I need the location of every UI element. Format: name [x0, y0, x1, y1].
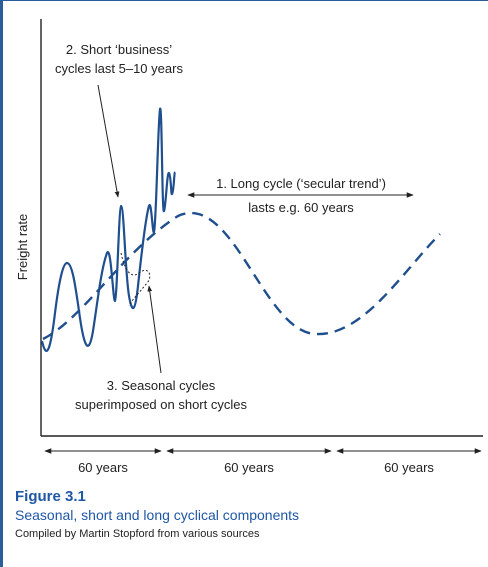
- long-cycle-label-line2: lasts e.g. 60 years: [248, 200, 354, 215]
- short-cycle-label-line1: 2. Short ‘business’: [66, 42, 172, 57]
- seasonal-label-line1: 3. Seasonal cycles: [107, 378, 216, 393]
- figure-number: Figure 3.1: [15, 488, 86, 505]
- seasonal-cycle-curve: [120, 252, 151, 307]
- short-cycle-curve: [40, 107, 177, 352]
- figure-caption: Figure 3.1 Seasonal, short and long cycl…: [15, 487, 485, 542]
- short-cycle-label-line2: cycles last 5–10 years: [55, 61, 183, 76]
- cycle-diagram: Freight rate 2. Short ‘business’ cycles …: [15, 19, 483, 475]
- long-cycle-label-line1: 1. Long cycle (‘secular trend’): [216, 176, 386, 191]
- period-label-3: 60 years: [384, 460, 434, 475]
- y-axis-label: Freight rate: [15, 214, 30, 280]
- long-cycle-curve: [42, 211, 441, 341]
- figure-title: Seasonal, short and long cyclical compon…: [15, 507, 300, 523]
- short-cycle-pointer: [97, 84, 120, 198]
- period-label-1: 60 years: [78, 460, 128, 475]
- period-label-2: 60 years: [224, 460, 274, 475]
- figure-source: Compiled by Martin Stopford from various…: [15, 528, 260, 540]
- seasonal-label-line2: superimposed on short cycles: [75, 397, 247, 412]
- seasonal-pointer: [147, 285, 162, 374]
